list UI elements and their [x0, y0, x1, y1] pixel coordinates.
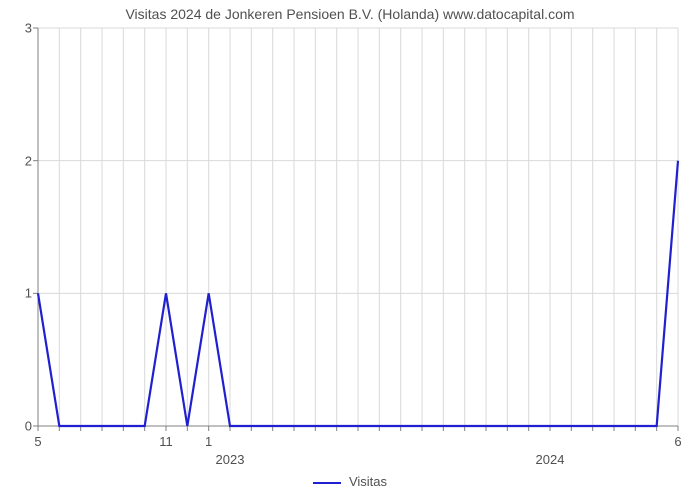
legend: Visitas [0, 474, 700, 489]
y-tick-label: 2 [12, 153, 32, 168]
chart-container: Visitas 2024 de Jonkeren Pensioen B.V. (… [0, 0, 700, 500]
chart-title: Visitas 2024 de Jonkeren Pensioen B.V. (… [0, 6, 700, 22]
y-tick-label: 3 [12, 21, 32, 36]
x-tick-label: 11 [159, 434, 173, 449]
x-year-label: 2024 [536, 452, 565, 467]
plot-area [38, 28, 678, 426]
y-tick-label: 0 [12, 419, 32, 434]
y-tick-label: 1 [12, 286, 32, 301]
x-tick-label: 6 [674, 434, 681, 449]
x-tick-label: 1 [205, 434, 212, 449]
x-tick-label: 5 [34, 434, 41, 449]
x-year-label: 2023 [216, 452, 245, 467]
legend-swatch [313, 482, 341, 484]
legend-label: Visitas [349, 474, 387, 489]
